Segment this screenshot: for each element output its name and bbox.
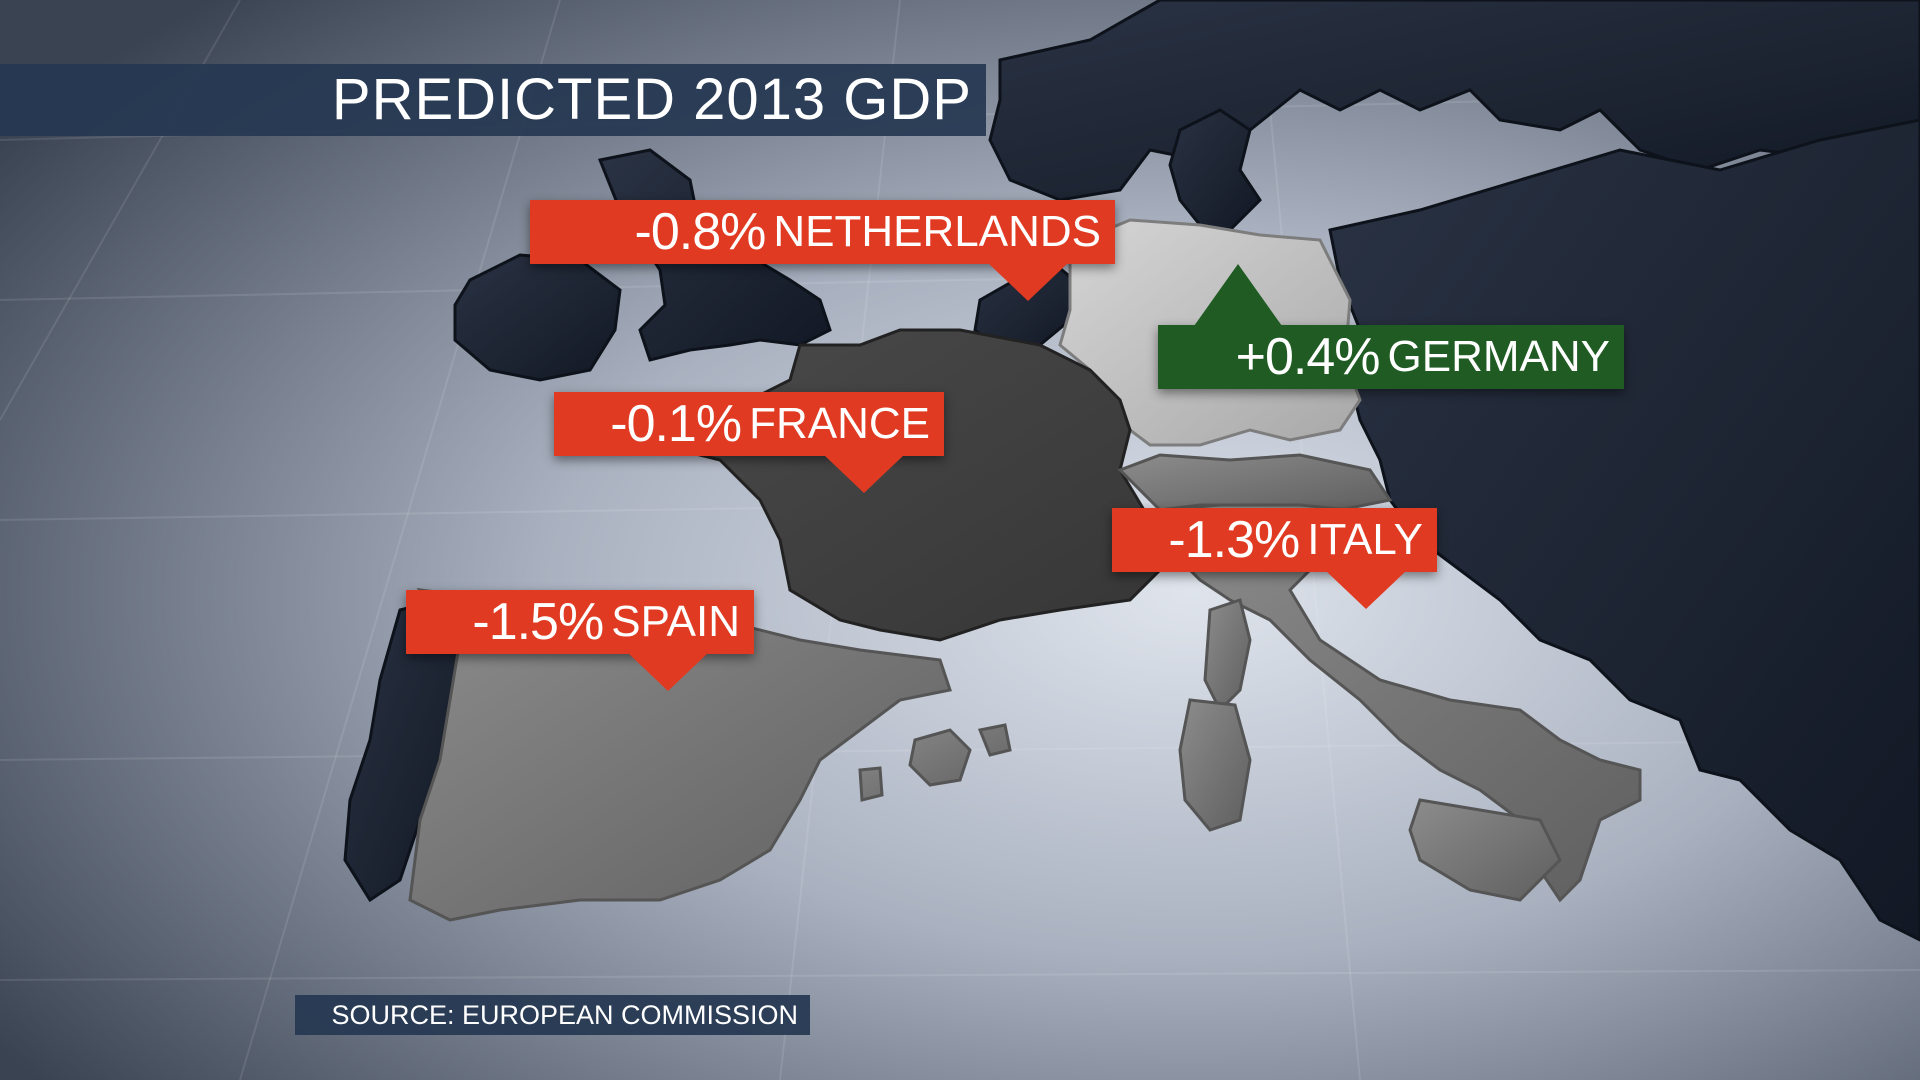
down-arrow-icon bbox=[628, 653, 708, 691]
land-balearics bbox=[858, 723, 1012, 802]
callout-value: +0.4% bbox=[1235, 328, 1381, 386]
callout-country: GERMANY bbox=[1387, 332, 1610, 381]
callout-box: -1.5% SPAIN bbox=[406, 590, 754, 654]
callout-country: FRANCE bbox=[749, 399, 930, 448]
land-sicily bbox=[1408, 798, 1562, 902]
land-denmark bbox=[1168, 108, 1262, 232]
callout-country: ITALY bbox=[1307, 515, 1423, 564]
callout-country: SPAIN bbox=[611, 597, 740, 646]
callout-box: -0.8% NETHERLANDS bbox=[530, 200, 1115, 264]
land-corsica bbox=[1203, 598, 1252, 713]
down-arrow-icon bbox=[824, 455, 904, 493]
callout-value: -0.8% bbox=[634, 203, 767, 261]
land-ireland bbox=[453, 253, 622, 382]
up-arrow-icon bbox=[1194, 264, 1282, 326]
source-bar: SOURCE: EUROPEAN COMMISSION bbox=[295, 995, 810, 1035]
down-arrow-icon bbox=[988, 263, 1068, 301]
map-title: PREDICTED 2013 GDP bbox=[331, 67, 972, 132]
land-italy bbox=[1157, 503, 1642, 903]
callout-value: -1.5% bbox=[472, 593, 604, 651]
callout-value: -0.1% bbox=[610, 395, 742, 453]
callout-box: -1.3% ITALY bbox=[1112, 508, 1437, 572]
callout-box: -0.1% FRANCE bbox=[554, 392, 944, 456]
callout-value: -1.3% bbox=[1168, 511, 1300, 569]
down-arrow-icon bbox=[1326, 571, 1406, 609]
callout-box: +0.4% GERMANY bbox=[1158, 325, 1624, 389]
source-label: SOURCE: EUROPEAN COMMISSION bbox=[331, 1000, 798, 1030]
callout-country: NETHERLANDS bbox=[773, 207, 1101, 256]
title-bar: PREDICTED 2013 GDP bbox=[0, 64, 986, 136]
land-sardinia bbox=[1178, 698, 1252, 832]
